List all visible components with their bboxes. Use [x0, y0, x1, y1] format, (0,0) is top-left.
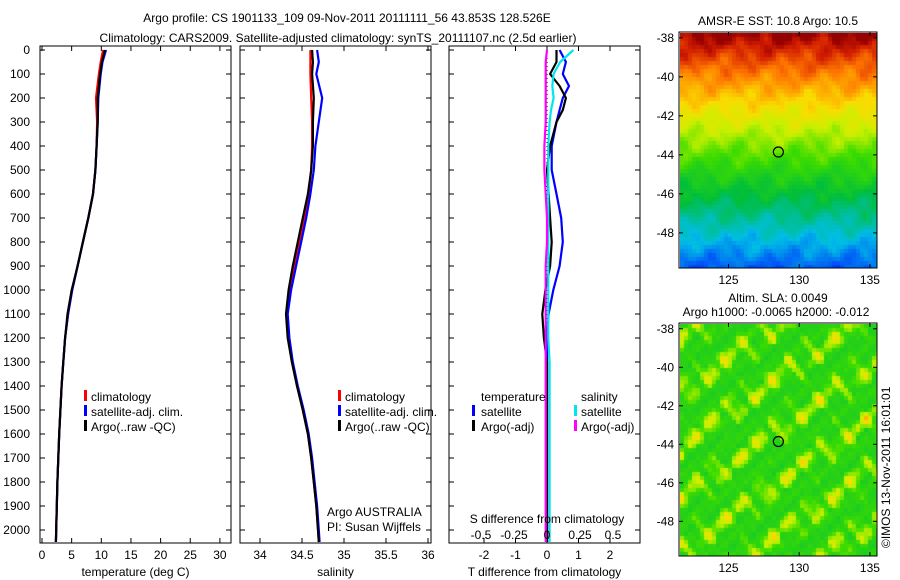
- y-tick-label: 300: [10, 115, 30, 129]
- legend-label: Argo(..raw -QC): [91, 420, 176, 434]
- figure-title-line2: Climatology: CARS2009. Satellite-adjuste…: [100, 31, 577, 45]
- x-tick-label: 10: [95, 548, 109, 562]
- salinity-panel: 34 34.5 35 35.5 36 salinity: [239, 45, 435, 579]
- series-line-argo-raw-qc-: [284, 49, 320, 543]
- legend-label: climatology: [345, 390, 405, 404]
- legend-label: Argo(..raw -QC): [345, 420, 430, 434]
- y-tick-label: 1800: [3, 475, 30, 489]
- legend-swatch-s-argo: [574, 420, 577, 431]
- legend-swatch-argo: [84, 420, 87, 431]
- salinity-legend: climatology satellite-adj. clim. Argo(..…: [338, 390, 437, 434]
- x-axis-label: salinity: [317, 565, 354, 579]
- y-tick-label: 0: [23, 43, 30, 57]
- temperature-panel: 0100200300400500600700800900100011001200…: [3, 43, 232, 579]
- credit-line2: PI: Susan Wijffels: [327, 520, 421, 534]
- sst-heatmap: [680, 33, 877, 268]
- imos-watermark: ©IMOS 13-Nov-2011 16:01:01: [879, 386, 893, 548]
- legend-swatch-t-argo: [472, 420, 475, 431]
- legend-swatch-climatology: [338, 390, 341, 401]
- y-tick-label: 900: [10, 259, 30, 273]
- sla-map-title: Altim. SLA: 0.0049: [728, 291, 828, 305]
- y-tick-label: 1300: [3, 355, 30, 369]
- series-line-s-satellite: [547, 49, 575, 542]
- x-tick-label: 0: [544, 548, 551, 562]
- sla-map-subtitle: Argo h1000: -0.0065 h2000: -0.012: [683, 305, 870, 319]
- y-tick-label: 400: [10, 139, 30, 153]
- y-tick-label: 1200: [3, 331, 30, 345]
- s-tick-label: -0.5: [471, 528, 492, 542]
- legend-title-salinity: salinity: [581, 390, 618, 404]
- series-line-climatology: [54, 49, 105, 543]
- legend-swatch-satellite: [338, 405, 341, 416]
- x-tick-label: -1: [510, 548, 521, 562]
- figure-title-line1: Argo profile: CS 1901133_109 09-Nov-2011…: [143, 11, 550, 25]
- x-tick-label: -2: [479, 548, 490, 562]
- s-axis-label: S difference from climatology: [470, 512, 625, 526]
- y-tick-label: 1600: [3, 427, 30, 441]
- y-tick-label: 600: [10, 187, 30, 201]
- sst-map-title: AMSR-E SST: 10.8 Argo: 10.5: [698, 14, 858, 28]
- y-tick-label: 1500: [3, 403, 30, 417]
- y-tick-label: 500: [10, 163, 30, 177]
- x-tick-label: 25: [184, 548, 198, 562]
- y-tick-label: 700: [10, 211, 30, 225]
- y-tick-label: 1000: [3, 283, 30, 297]
- legend-swatch-satellite: [84, 405, 87, 416]
- x-axis-label: temperature (deg C): [81, 565, 189, 579]
- legend-label: satellite-adj. clim.: [345, 405, 437, 419]
- x-tick-label: 1: [575, 548, 582, 562]
- y-tick-label: 100: [10, 67, 30, 81]
- y-tick-label: 800: [10, 235, 30, 249]
- legend-label: satellite: [481, 405, 522, 419]
- legend-label: Argo(-adj): [481, 420, 534, 434]
- difference-panel: -2 -1 0 1 2 T difference from climatology -0.5…: [448, 45, 641, 579]
- legend-swatch-t-satellite: [472, 405, 475, 416]
- legend-swatch-argo: [338, 420, 341, 431]
- legend-label: satellite: [581, 405, 622, 419]
- x-tick-label: 20: [154, 548, 168, 562]
- difference-legend: temperature satellite Argo(-adj) salinit…: [472, 390, 634, 434]
- series-line-argo-raw-qc-: [54, 49, 106, 543]
- legend-label: climatology: [91, 390, 151, 404]
- panel-frame: [239, 45, 432, 544]
- legend-title-temperature: temperature: [481, 390, 546, 404]
- legend-swatch-s-satellite: [574, 405, 577, 416]
- y-tick-label: 1100: [4, 307, 30, 321]
- legend-swatch-climatology: [84, 390, 87, 401]
- x-tick-label: 0: [39, 548, 46, 562]
- y-tick-label: 1400: [3, 379, 30, 393]
- credit-line1: Argo AUSTRALIA: [327, 505, 422, 519]
- temperature-legend: climatology satellite-adj. clim. Argo(..…: [84, 390, 183, 434]
- series-line-s-argo-adj-: [543, 49, 549, 542]
- x-tick-label: 35: [337, 548, 351, 562]
- sla-heatmap: [680, 324, 877, 556]
- panel-frame: [39, 45, 232, 544]
- y-tick-label: 1700: [3, 451, 30, 465]
- x-tick-label: 30: [213, 548, 227, 562]
- x-tick-label: 36: [421, 548, 435, 562]
- x-tick-label: 5: [68, 548, 75, 562]
- s-tick-label: -0.25: [500, 528, 528, 542]
- legend-label: satellite-adj. clim.: [91, 405, 183, 419]
- x-tick-label: 2: [607, 548, 614, 562]
- s-tick-label: 0.5: [605, 528, 622, 542]
- y-tick-label: 1900: [3, 499, 30, 513]
- x-tick-label: 15: [124, 548, 138, 562]
- x-axis-label: T difference from climatology: [468, 565, 622, 579]
- y-tick-label: 200: [10, 91, 30, 105]
- s-tick-label: 0: [544, 528, 551, 542]
- y-tick-label: 2000: [3, 523, 30, 537]
- legend-label: Argo(-adj): [581, 420, 634, 434]
- panel-frame: [448, 45, 641, 544]
- x-tick-label: 34: [253, 548, 267, 562]
- x-tick-label: 35.5: [374, 548, 398, 562]
- x-tick-label: 34.5: [290, 548, 314, 562]
- s-tick-label: 0.25: [568, 528, 592, 542]
- series-line-satellite-adj-clim-: [286, 49, 324, 543]
